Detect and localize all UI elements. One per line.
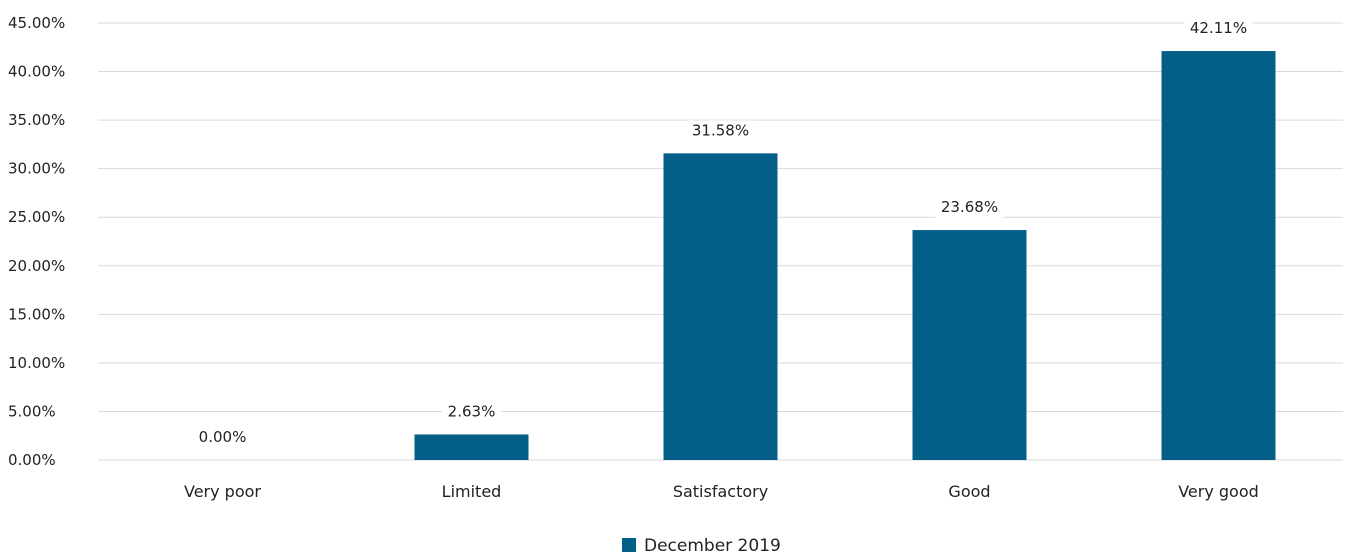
y-tick-label: 5.00% [8,402,56,420]
data-label: 31.58% [692,121,749,139]
x-axis-category-labels: Very poor Limited Satisfactory Good Very goo… [184,482,1259,501]
data-label-background [193,427,252,448]
bar [663,153,778,460]
x-category-label: Limited [442,482,502,501]
y-tick-label: 30.00% [8,160,65,178]
legend-label-december-2019: December 2019 [644,536,781,554]
bars [414,51,1276,460]
legend-swatch [622,538,636,552]
y-axis-tick-labels: 0.00% 5.00% 10.00% 15.00% 20.00% 25.00% 30.00%… [8,14,65,469]
y-tick-label: 40.00% [8,63,65,81]
data-label: 42.11% [1190,19,1247,37]
y-tick-label: 0.00% [8,451,56,469]
y-tick-label: 10.00% [8,354,65,372]
bar [912,230,1027,460]
data-label-background [1184,18,1253,40]
y-tick-label: 25.00% [8,208,65,226]
x-category-label: Very good [1178,482,1259,501]
data-label: 23.68% [941,198,998,216]
data-label: 0.00% [199,428,247,446]
y-tick-label: 20.00% [8,257,65,275]
x-category-label: Good [948,482,990,501]
y-tick-label: 35.00% [8,111,65,129]
x-category-label: Satisfactory [673,482,768,501]
legend: December 2019 [622,536,781,554]
data-label-background [442,401,501,423]
bar [414,434,529,460]
y-tick-label: 45.00% [8,14,65,32]
data-label: 2.63% [448,402,496,420]
bar [1161,51,1276,460]
data-label-background [686,120,755,142]
data-label-background [935,197,1004,219]
x-category-label: Very poor [184,482,261,501]
y-tick-label: 15.00% [8,305,65,323]
data-labels: 0.00% 2.63% 31.58% 23.68% 42.11% [193,18,1253,448]
